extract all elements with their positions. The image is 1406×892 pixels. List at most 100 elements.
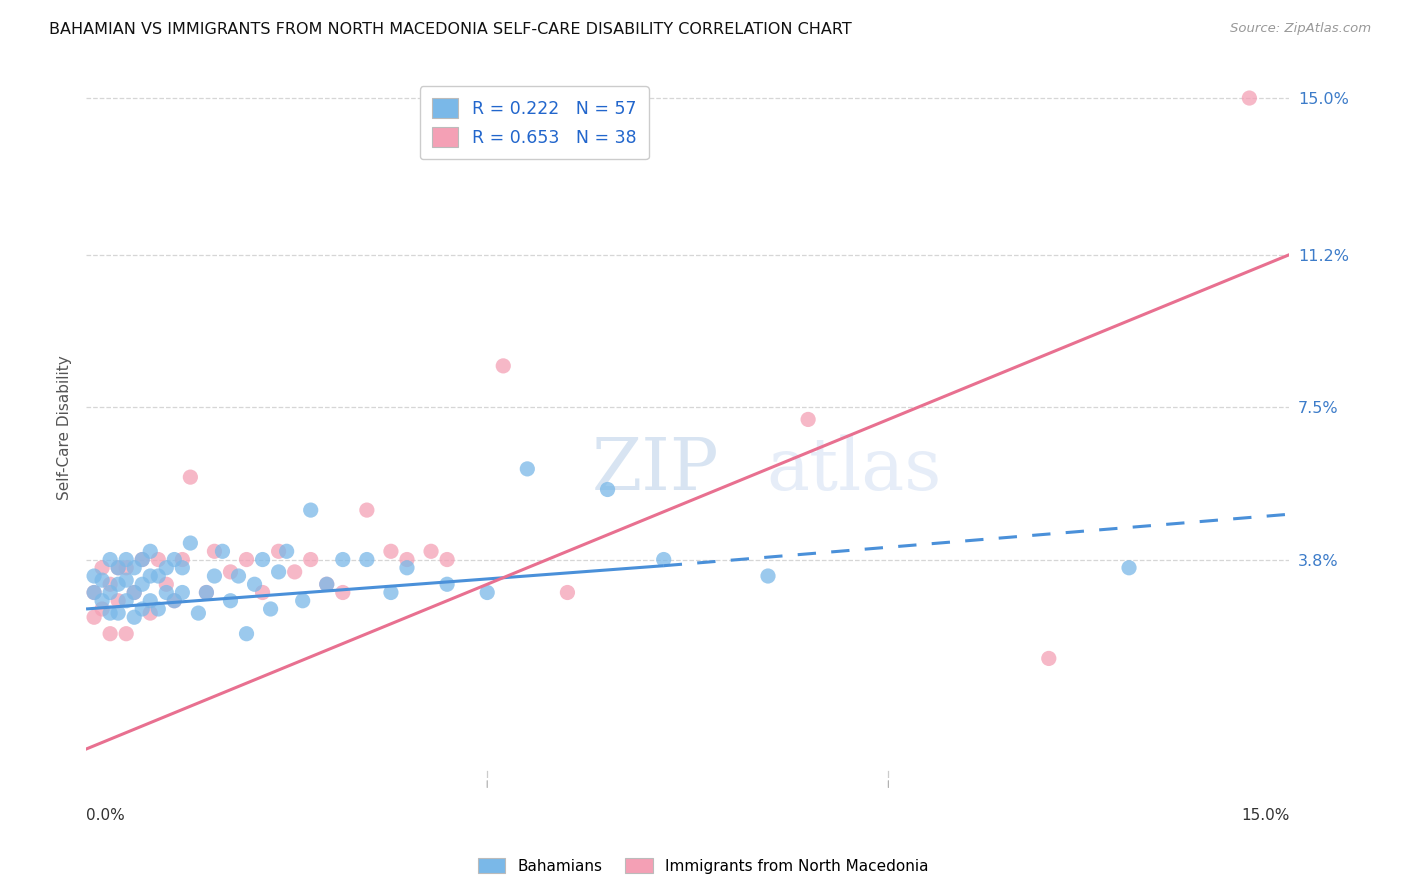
Point — [228, 569, 250, 583]
Point — [148, 569, 170, 583]
Point — [148, 602, 170, 616]
Point — [83, 569, 105, 583]
Point — [91, 573, 114, 587]
Point — [83, 610, 105, 624]
Point — [356, 552, 378, 566]
Legend: R = 0.222   N = 57, R = 0.653   N = 38: R = 0.222 N = 57, R = 0.653 N = 38 — [419, 87, 648, 159]
Point — [1118, 561, 1140, 575]
Text: 0.0%: 0.0% — [86, 808, 125, 823]
Point — [163, 552, 186, 566]
Point — [492, 359, 515, 373]
Y-axis label: Self-Care Disability: Self-Care Disability — [58, 355, 72, 500]
Point — [315, 577, 337, 591]
Point — [91, 602, 114, 616]
Text: ZIP: ZIP — [592, 434, 718, 505]
Point — [98, 626, 121, 640]
Point — [211, 544, 233, 558]
Point — [107, 606, 129, 620]
Point — [115, 593, 138, 607]
Point — [179, 536, 201, 550]
Point — [235, 626, 257, 640]
Point — [91, 561, 114, 575]
Point — [204, 544, 226, 558]
Point — [252, 552, 274, 566]
Point — [299, 552, 322, 566]
Point — [107, 577, 129, 591]
Point — [332, 585, 354, 599]
Point — [163, 593, 186, 607]
Point — [315, 577, 337, 591]
Point — [436, 552, 458, 566]
Point — [477, 585, 499, 599]
Point — [98, 606, 121, 620]
Text: atlas: atlas — [766, 434, 942, 505]
Point — [115, 573, 138, 587]
Point — [380, 585, 402, 599]
Point — [107, 593, 129, 607]
Text: 15.0%: 15.0% — [1241, 808, 1289, 823]
Point — [131, 552, 153, 566]
Point — [243, 577, 266, 591]
Point — [115, 552, 138, 566]
Point — [267, 544, 290, 558]
Text: Source: ZipAtlas.com: Source: ZipAtlas.com — [1230, 22, 1371, 36]
Point — [155, 577, 177, 591]
Point — [172, 552, 194, 566]
Point — [195, 585, 218, 599]
Point — [139, 569, 162, 583]
Point — [356, 503, 378, 517]
Point — [122, 561, 145, 575]
Point — [1239, 91, 1261, 105]
Point — [163, 593, 186, 607]
Point — [131, 577, 153, 591]
Point — [155, 585, 177, 599]
Point — [219, 593, 242, 607]
Point — [131, 602, 153, 616]
Point — [299, 503, 322, 517]
Point — [98, 577, 121, 591]
Point — [115, 561, 138, 575]
Point — [148, 552, 170, 566]
Point — [122, 585, 145, 599]
Point — [219, 565, 242, 579]
Text: BAHAMIAN VS IMMIGRANTS FROM NORTH MACEDONIA SELF-CARE DISABILITY CORRELATION CHA: BAHAMIAN VS IMMIGRANTS FROM NORTH MACEDO… — [49, 22, 852, 37]
Point — [179, 470, 201, 484]
Point — [276, 544, 298, 558]
Point — [395, 552, 418, 566]
Point — [139, 593, 162, 607]
Point — [122, 610, 145, 624]
Point — [420, 544, 443, 558]
Point — [284, 565, 307, 579]
Point — [122, 585, 145, 599]
Point — [756, 569, 779, 583]
Point — [596, 483, 619, 497]
Point — [204, 569, 226, 583]
Point — [267, 565, 290, 579]
Point — [259, 602, 281, 616]
Point — [98, 552, 121, 566]
Point — [1038, 651, 1060, 665]
Point — [797, 412, 820, 426]
Point — [107, 561, 129, 575]
Point — [652, 552, 675, 566]
Point — [115, 626, 138, 640]
Point — [155, 561, 177, 575]
Point — [252, 585, 274, 599]
Point — [172, 585, 194, 599]
Point — [195, 585, 218, 599]
Point — [436, 577, 458, 591]
Point — [380, 544, 402, 558]
Point — [187, 606, 209, 620]
Point — [395, 561, 418, 575]
Point — [107, 561, 129, 575]
Point — [516, 462, 538, 476]
Point — [83, 585, 105, 599]
Point — [139, 606, 162, 620]
Point — [172, 561, 194, 575]
Point — [557, 585, 579, 599]
Point — [235, 552, 257, 566]
Point — [83, 585, 105, 599]
Point — [291, 593, 314, 607]
Point — [131, 552, 153, 566]
Legend: Bahamians, Immigrants from North Macedonia: Bahamians, Immigrants from North Macedon… — [471, 852, 935, 880]
